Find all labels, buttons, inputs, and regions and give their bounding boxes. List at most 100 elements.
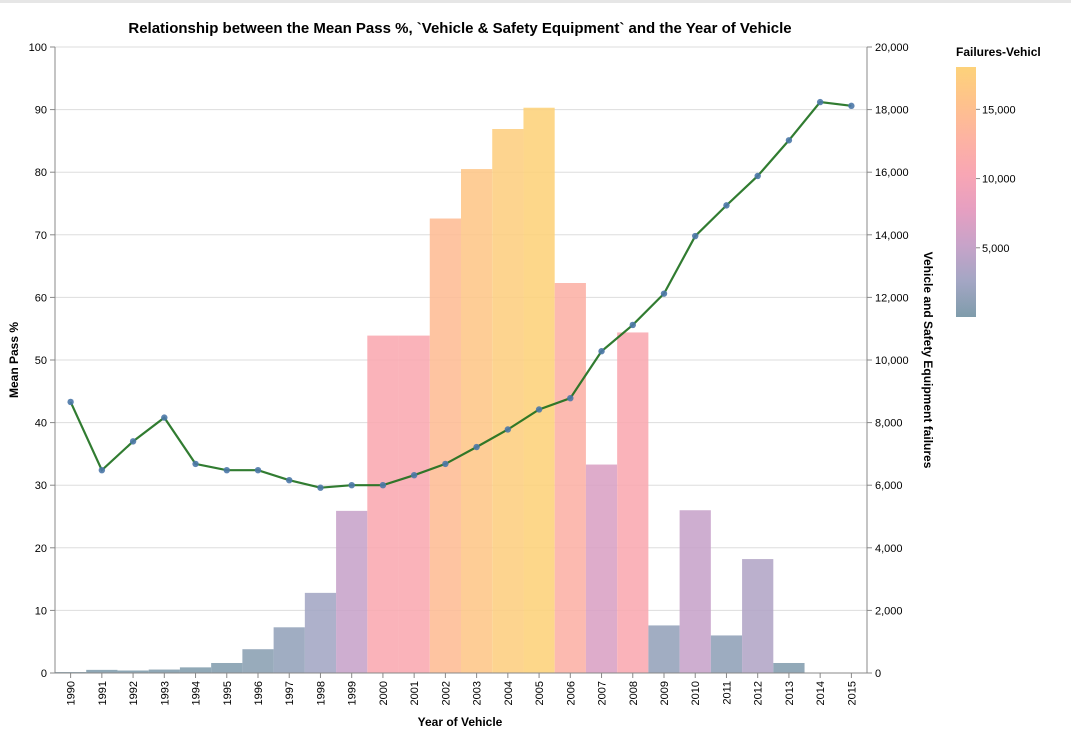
point-2003	[473, 443, 480, 451]
point-1993	[161, 414, 168, 421]
x-tick-label-2007: 2007	[597, 681, 609, 705]
y-left-tick-label-90: 90	[35, 105, 47, 117]
point-2013	[785, 137, 793, 144]
x-tick-label-2002: 2002	[440, 681, 452, 705]
legend-title: Failures-Vehicl	[956, 45, 1041, 59]
x-tick-label-2000: 2000	[378, 681, 390, 705]
x-axis-title: Year of Vehicle	[418, 715, 503, 729]
y-right-tick-label-8: 16,000	[875, 167, 909, 179]
bar-1991	[86, 669, 118, 673]
point-1990	[67, 398, 74, 406]
bar-1995	[211, 662, 243, 673]
point-1994	[192, 460, 199, 468]
y-left-tick-label-70: 70	[35, 230, 47, 242]
point-2012	[754, 172, 761, 180]
bar-1993	[148, 669, 180, 673]
x-tick-label-2003: 2003	[472, 681, 484, 705]
bar-2001	[398, 335, 430, 673]
bar-1992	[117, 670, 149, 673]
x-tick-label-1999: 1999	[347, 681, 359, 705]
color-legend: Failures-Vehicl 5,000 10,000 15,000	[956, 45, 1041, 317]
bar-2009	[648, 625, 680, 673]
legend-tick-label-5000: 5,000	[982, 243, 1010, 255]
x-tick-label-2013: 2013	[784, 681, 796, 705]
y-right-tick-label-4: 8,000	[875, 418, 903, 430]
legend-tick-label-15000: 15,000	[982, 104, 1016, 116]
y-left-tick-label-10: 10	[35, 605, 47, 617]
point-2004	[504, 426, 512, 433]
point-2009	[660, 290, 668, 297]
x-tick-label-2011: 2011	[721, 681, 733, 705]
bar-2000	[367, 335, 399, 673]
bar-2004	[492, 129, 524, 674]
point-1999	[348, 482, 355, 489]
x-tick-label-2014: 2014	[815, 681, 827, 705]
point-2002	[442, 460, 449, 468]
point-2008	[629, 321, 636, 329]
x-tick-label-1991: 1991	[97, 681, 109, 705]
y-left-tick-label-40: 40	[35, 418, 47, 430]
x-tick-label-1995: 1995	[222, 681, 234, 705]
bar-2012	[742, 559, 774, 673]
legend-tick-label-10000: 10,000	[982, 174, 1016, 186]
x-tick-label-1994: 1994	[191, 681, 203, 705]
y-left-tick-label-100: 100	[29, 42, 47, 54]
x-tick-label-1996: 1996	[253, 681, 265, 705]
point-2006	[567, 394, 574, 402]
x-tick-label-1997: 1997	[284, 681, 296, 705]
x-tick-label-2006: 2006	[565, 681, 577, 705]
point-2014	[816, 98, 824, 106]
y-left-tick-label-50: 50	[35, 355, 47, 367]
x-tick-label-2010: 2010	[690, 681, 702, 705]
bar-2003	[461, 169, 493, 673]
y-left-tick-label-30: 30	[35, 480, 47, 492]
y-right-tick-label-7: 14,000	[875, 230, 909, 242]
chart-title: Relationship between the Mean Pass %, `V…	[128, 20, 791, 37]
bar-2013	[773, 662, 805, 673]
bar-2010	[679, 510, 711, 673]
x-tick-label-1990: 1990	[66, 681, 78, 705]
point-1995	[223, 466, 230, 474]
bar-series	[55, 107, 805, 674]
point-1997	[286, 476, 293, 484]
point-2000	[379, 482, 387, 489]
point-2010	[692, 232, 699, 240]
y-right-tick-label-2: 4,000	[875, 543, 903, 555]
axes: 0 10 20 30 40 50 60 70 80 90 100 0 2,000 4,000 6,000 8,…	[29, 42, 909, 705]
bar-1996	[242, 649, 274, 673]
y-right-tick-label-10: 20,000	[875, 42, 909, 54]
legend-ticks: 5,000 10,000 15,000	[976, 104, 1016, 255]
y-right-tick-label-5: 10,000	[875, 355, 909, 367]
y-left-tick-label-60: 60	[35, 292, 47, 304]
point-2011	[723, 202, 730, 209]
point-1998	[317, 484, 324, 491]
y-axis-right-title: Vehicle and Safety Equipment failures	[921, 252, 935, 469]
point-2005	[535, 406, 543, 413]
bar-1999	[336, 510, 368, 673]
y-left-tick-label-20: 20	[35, 543, 47, 555]
y-right-tick-label-9: 18,000	[875, 105, 909, 117]
x-tick-label-2015: 2015	[846, 681, 858, 705]
bar-2005	[523, 107, 555, 674]
point-2007	[598, 348, 605, 355]
bar-2008	[617, 332, 649, 673]
y-right-tick-label-6: 12,000	[875, 292, 909, 304]
x-tick-label-2004: 2004	[503, 681, 515, 705]
y-right-tick-label-1: 2,000	[875, 605, 903, 617]
line-series	[67, 98, 855, 491]
x-tick-label-1993: 1993	[159, 681, 171, 705]
bar-1998	[304, 592, 337, 673]
bar-2006	[554, 283, 586, 673]
x-tick-label-2012: 2012	[753, 681, 765, 705]
x-tick-label-1998: 1998	[315, 681, 327, 705]
x-tick-label-2001: 2001	[409, 681, 421, 705]
y-right-tick-label-3: 6,000	[875, 480, 903, 492]
y-left-tick-label-0: 0	[41, 668, 47, 680]
point-2015	[848, 102, 855, 110]
bar-2002	[429, 218, 461, 674]
point-2001	[410, 471, 418, 479]
legend-gradient-bar	[956, 67, 976, 317]
bar-2007	[585, 464, 618, 673]
point-1992	[129, 438, 137, 445]
